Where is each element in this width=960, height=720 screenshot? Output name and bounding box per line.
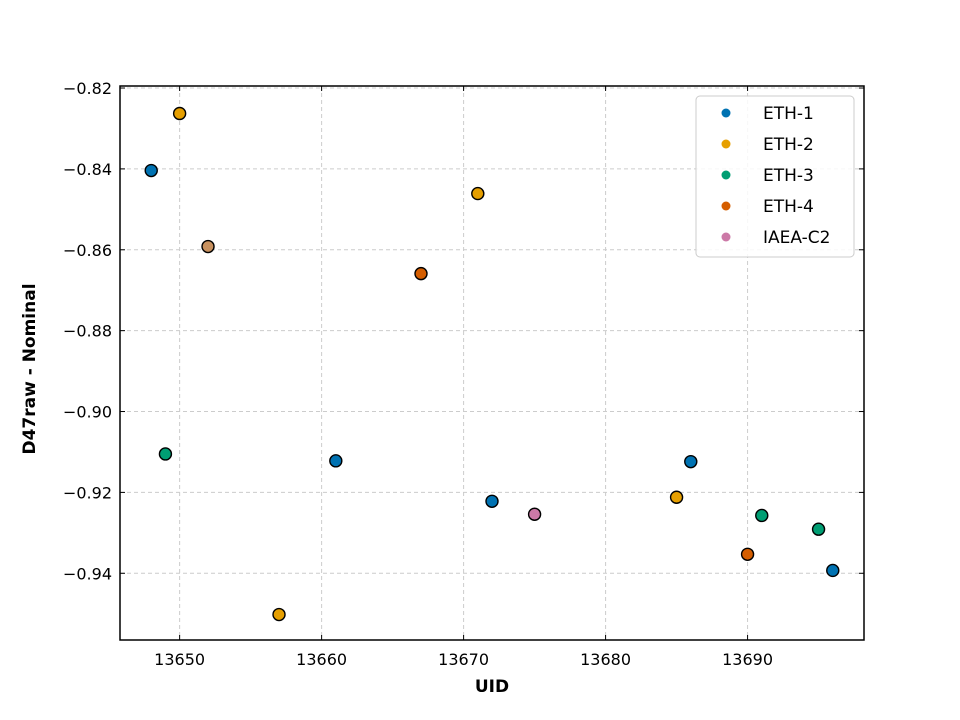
data-point [172, 106, 187, 121]
x-tick-label: 13680 [580, 650, 631, 669]
y-axis-title: D47raw - Nominal [20, 283, 40, 454]
y-tick-label: −0.94 [63, 564, 112, 583]
data-points [144, 106, 840, 622]
x-tick-label: 13660 [296, 650, 347, 669]
data-point [201, 239, 215, 254]
data-point [414, 266, 428, 281]
data-point [755, 508, 769, 523]
axis-ticks: 13650 13660 13670 13680 13690 −0.82 −0.84 −0.86… [63, 79, 864, 669]
legend: ETH-1 ETH-2 ETH-3 ETH-4 IAEA-C2 [695, 95, 855, 258]
y-tick-label: −0.90 [63, 403, 112, 422]
legend-marker [721, 232, 731, 242]
y-tick-label: −0.84 [63, 160, 112, 179]
data-point [826, 563, 840, 578]
data-point [158, 447, 173, 461]
x-tick-label: 13670 [438, 650, 489, 669]
y-tick-label: −0.92 [63, 483, 112, 502]
data-point [669, 490, 684, 504]
legend-marker [721, 201, 731, 211]
legend-label: ETH-1 [763, 104, 814, 124]
y-tick-label: −0.82 [63, 79, 112, 98]
x-axis-title: UID [475, 677, 509, 697]
legend-marker [721, 108, 731, 118]
legend-label: IAEA-C2 [763, 228, 830, 248]
data-point [684, 454, 698, 469]
data-point [471, 186, 485, 201]
data-point [272, 607, 286, 622]
data-point [329, 454, 343, 468]
x-tick-label: 13650 [154, 650, 205, 669]
legend-label: ETH-3 [763, 166, 814, 186]
data-point [811, 522, 826, 536]
data-point [527, 507, 542, 521]
data-point [485, 494, 499, 508]
legend-box [695, 95, 855, 258]
plot-frame [119, 85, 865, 641]
y-tick-label: −0.88 [63, 322, 112, 341]
legend-label: ETH-2 [763, 135, 814, 155]
legend-marker [721, 139, 731, 149]
data-point [740, 547, 755, 561]
data-point [144, 163, 158, 178]
legend-label: ETH-4 [763, 197, 814, 217]
x-tick-label: 13690 [722, 650, 773, 669]
y-tick-label: −0.86 [63, 241, 112, 260]
legend-marker [721, 170, 731, 180]
